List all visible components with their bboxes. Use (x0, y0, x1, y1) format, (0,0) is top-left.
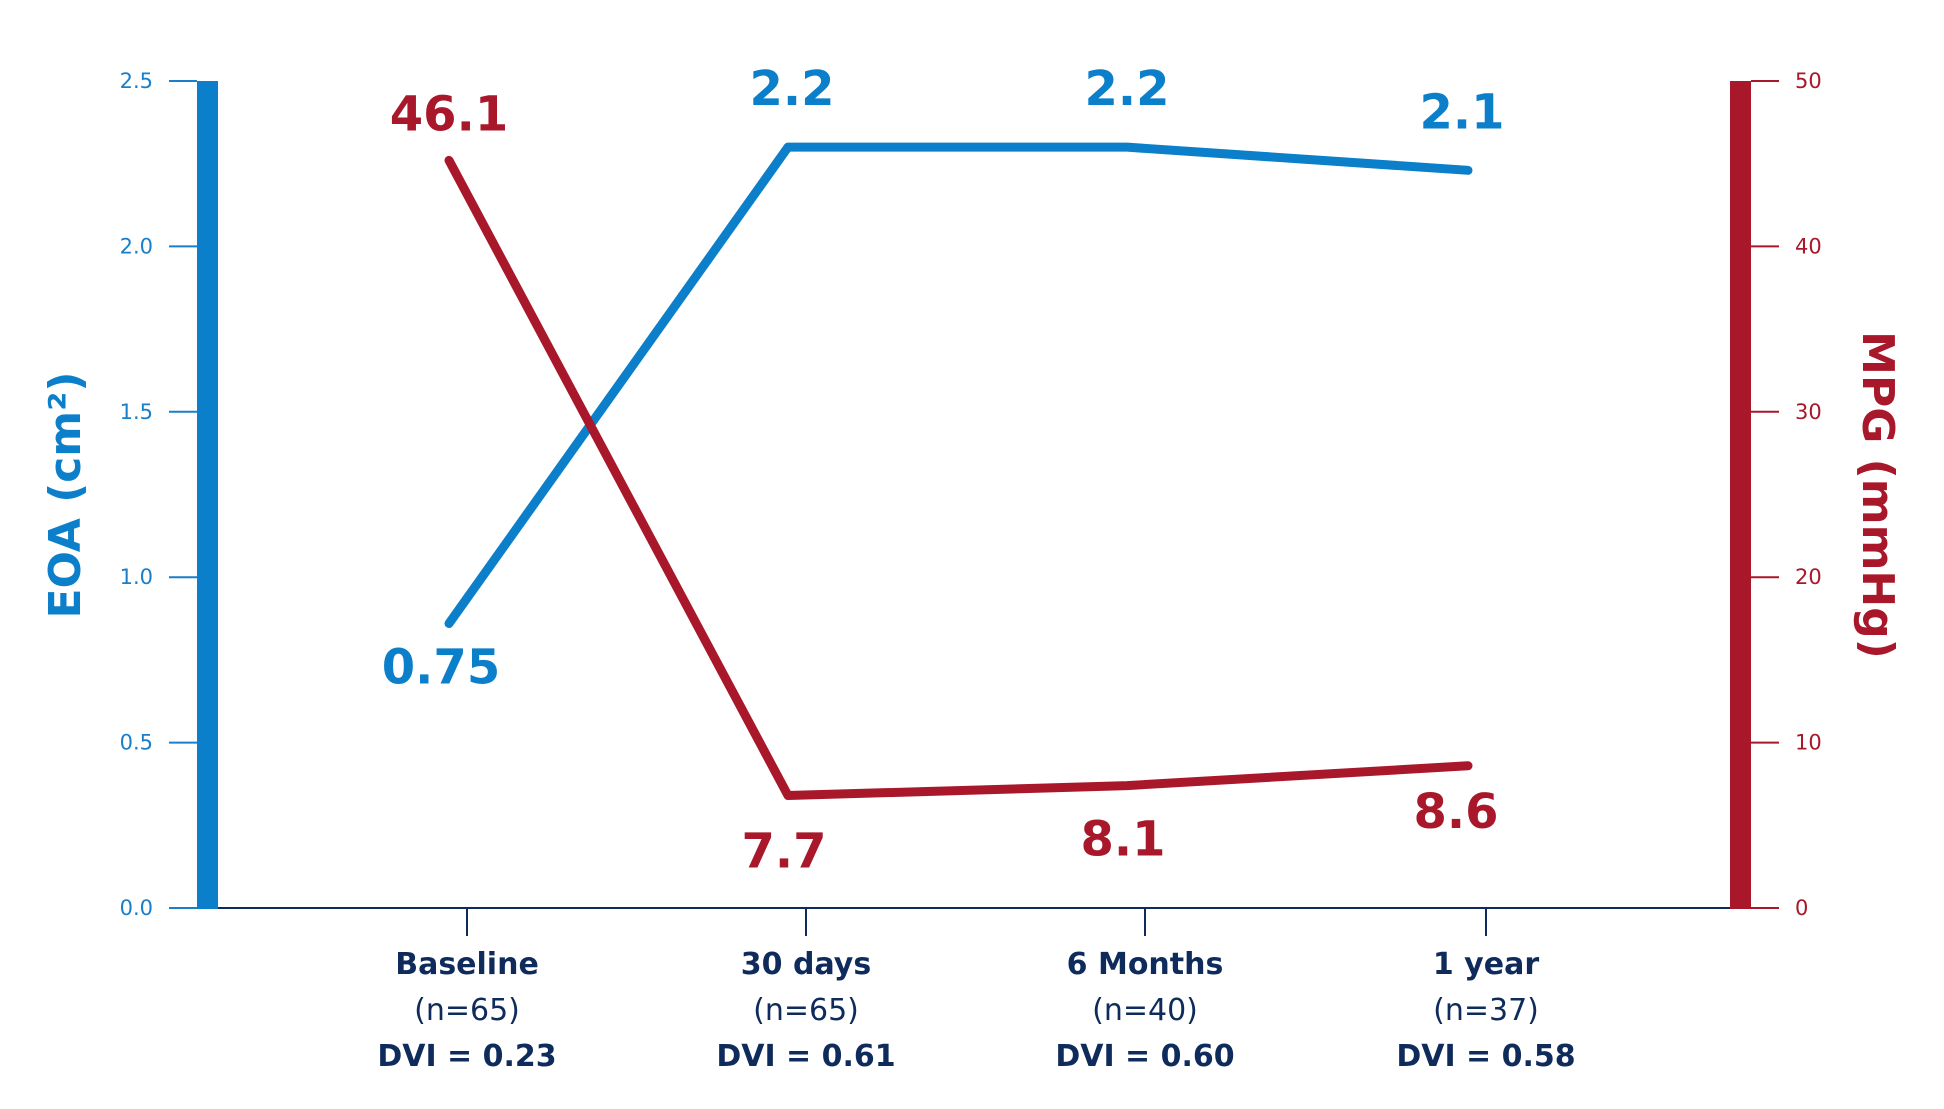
eoa-data-label: 2.2 (749, 61, 834, 117)
right-axis-bar (1730, 81, 1751, 909)
category-sample-size: (n=37) (1433, 993, 1539, 1028)
right-tick-label: 10 (1795, 731, 1822, 755)
mpg-data-label: 7.7 (741, 824, 826, 880)
category-dvi: DVI = 0.61 (716, 1039, 895, 1074)
category-dvi: DVI = 0.23 (377, 1039, 556, 1074)
category-sample-size: (n=65) (753, 993, 859, 1028)
left-tick-label: 0.5 (120, 731, 153, 755)
mpg-data-label: 8.1 (1080, 812, 1165, 868)
left-tick-label: 1.0 (120, 565, 153, 589)
category-sample-size: (n=40) (1092, 993, 1198, 1028)
left-tick-label: 1.5 (120, 400, 153, 424)
mpg-data-label: 8.6 (1413, 784, 1498, 840)
value-labels: 0.75 2.2 2.2 2.1 46.1 7.7 8.1 8.6 (382, 61, 1505, 879)
category-labels: Baseline (n=65) DVI = 0.23 30 days (n=65) DVI… (377, 947, 1575, 1074)
series-lines (444, 142, 1473, 801)
right-tick-label: 0 (1795, 896, 1808, 920)
left-tick-label: 2.5 (120, 69, 153, 93)
x-axis-ticks (466, 908, 1487, 936)
category-label: 1 year (1433, 947, 1539, 982)
eoa-data-label: 0.75 (382, 640, 500, 696)
left-tick-label: 0.0 (120, 896, 153, 920)
category-sample-size: (n=65) (414, 993, 520, 1028)
left-axis-title: EOA (cm²) (40, 371, 91, 618)
right-tick-label: 20 (1795, 565, 1822, 589)
right-axis-title: MPG (mmHg) (1852, 331, 1903, 659)
right-tick-label: 50 (1795, 69, 1822, 93)
category-label: 30 days (741, 947, 871, 982)
category-dvi: DVI = 0.58 (1396, 1039, 1575, 1074)
right-tick-label: 40 (1795, 234, 1822, 258)
mpg-series-line (444, 155, 1473, 801)
mpg-data-label: 46.1 (390, 86, 508, 142)
category-label: 6 Months (1067, 947, 1224, 982)
eoa-data-label: 2.2 (1084, 61, 1169, 117)
right-tick-label: 30 (1795, 400, 1822, 424)
left-tick-label: 2.0 (120, 234, 153, 258)
category-dvi: DVI = 0.60 (1055, 1039, 1234, 1074)
left-axis-bar (197, 81, 218, 909)
eoa-series-line (444, 142, 1473, 629)
right-axis-ticks: 0 10 20 30 40 50 (1751, 69, 1822, 920)
left-axis-ticks: 0.0 0.5 1.0 1.5 2.0 2.5 (120, 69, 197, 920)
category-label: Baseline (395, 947, 539, 982)
eoa-data-label: 2.1 (1419, 84, 1504, 140)
